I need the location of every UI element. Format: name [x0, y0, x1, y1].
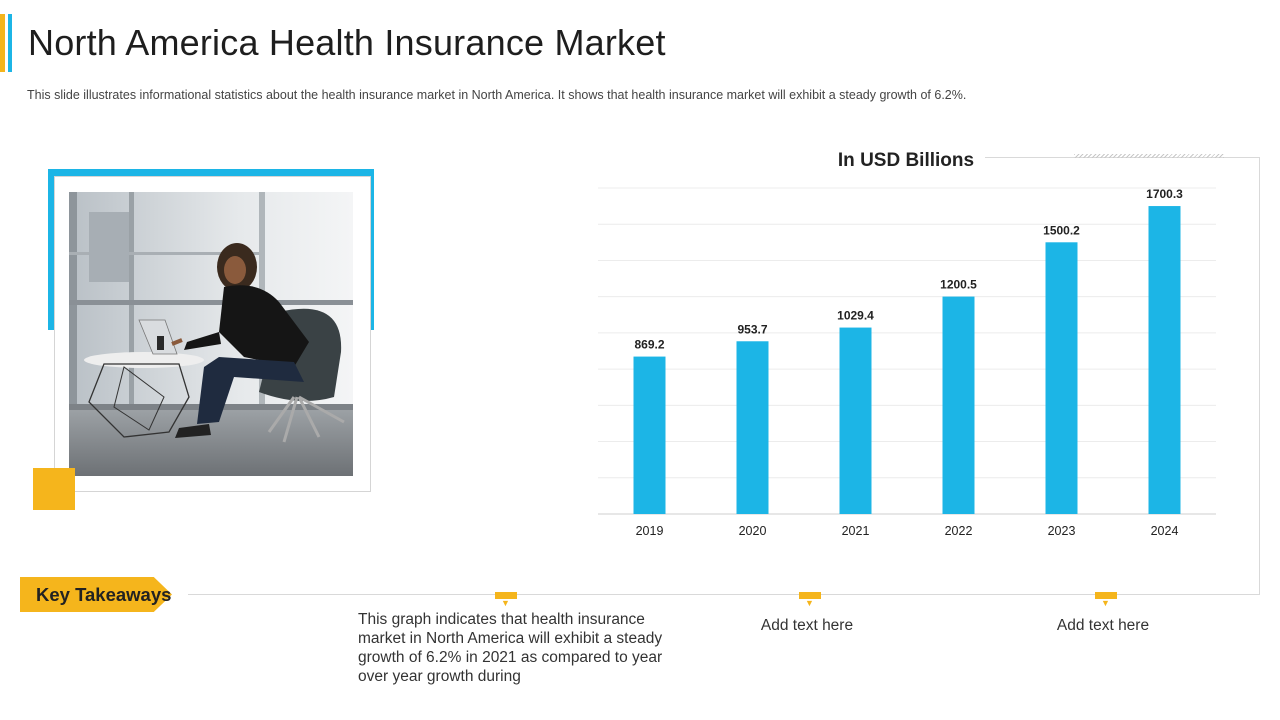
x-tick-label-2020: 2020 — [739, 524, 767, 538]
bar-2022 — [942, 296, 975, 514]
chart-frame-hatch — [1074, 154, 1224, 158]
key-takeaways-tag — [20, 577, 172, 612]
bar-2021 — [839, 327, 872, 514]
title-accent-bar-orange — [0, 14, 5, 72]
takeaway-text-1: This graph indicates that health insuran… — [358, 611, 663, 685]
chevron-down-icon: ▼ — [805, 598, 814, 608]
key-takeaways-label: Key Takeaways — [36, 584, 172, 605]
takeaway-text-3: Add text here — [1056, 617, 1150, 634]
title-accent-bar-blue — [8, 14, 12, 72]
page-subtitle: This slide illustrates informational sta… — [27, 88, 967, 102]
page-title: North America Health Insurance Market — [28, 22, 666, 63]
takeaway-marker-3 — [1095, 592, 1117, 599]
bar-2023 — [1045, 242, 1078, 514]
data-label-2022: 1200.5 — [940, 278, 977, 292]
data-label-2020: 953.7 — [737, 322, 767, 336]
takeaway-marker-2 — [799, 592, 821, 599]
bar-2024 — [1148, 206, 1181, 515]
x-tick-label-2023: 2023 — [1048, 524, 1076, 538]
takeaway-divider — [188, 594, 1260, 595]
bar-2020 — [736, 341, 769, 514]
data-label-2024: 1700.3 — [1146, 187, 1183, 201]
chevron-down-icon: ▼ — [1101, 598, 1110, 608]
office-photo — [69, 192, 353, 476]
x-tick-label-2022: 2022 — [945, 524, 973, 538]
bar-2019 — [633, 356, 666, 514]
takeaway-text-2: Add text here — [760, 617, 854, 634]
x-tick-label-2021: 2021 — [842, 524, 870, 538]
chevron-down-icon: ▼ — [501, 598, 510, 608]
data-label-2021: 1029.4 — [837, 309, 874, 323]
chart-title: In USD Billions — [837, 150, 975, 171]
takeaway-marker-1 — [495, 592, 517, 599]
bar-chart: 869.2 2019 953.7 2020 1029.4 2021 1200.5 2022 15… — [598, 187, 1216, 538]
x-tick-label-2019: 2019 — [636, 524, 664, 538]
x-tick-label-2024: 2024 — [1151, 524, 1179, 538]
woman-at-table-illustration — [69, 192, 353, 476]
decorative-orange-square — [33, 468, 75, 510]
data-label-2019: 869.2 — [634, 338, 664, 352]
data-label-2023: 1500.2 — [1043, 223, 1080, 237]
